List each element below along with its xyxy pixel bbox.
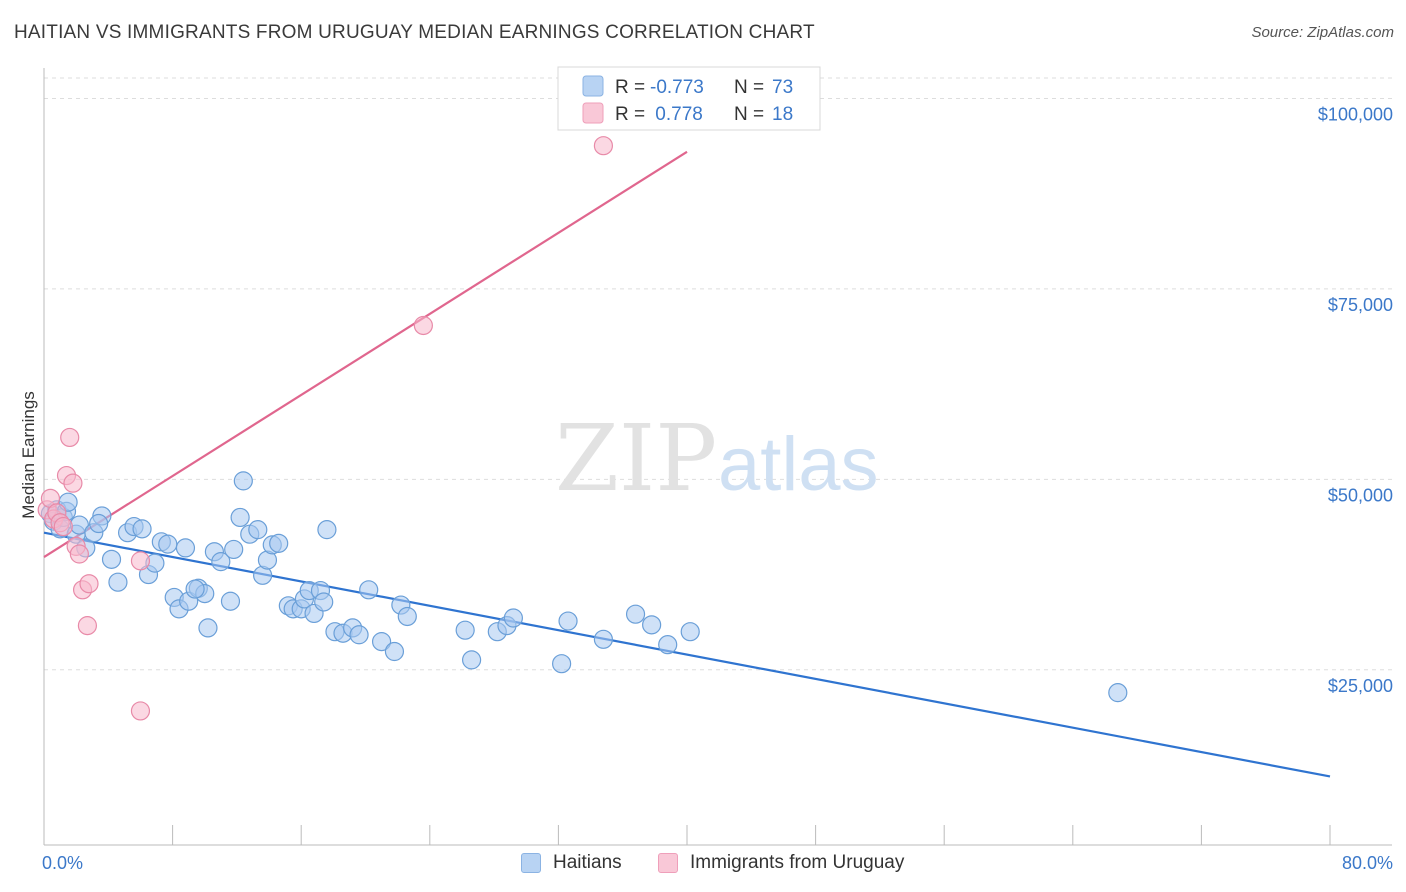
bottom-legend: Haitians Immigrants from Uruguay bbox=[0, 850, 1406, 880]
point-haitians bbox=[211, 552, 231, 572]
watermark-atlas: atlas bbox=[718, 422, 879, 507]
point-haitians bbox=[642, 615, 662, 635]
point-uruguay bbox=[77, 616, 98, 636]
point-uruguay bbox=[63, 473, 83, 493]
legend-r-label-haitians: R = bbox=[615, 77, 650, 98]
point-uruguay bbox=[53, 516, 73, 537]
trend-line-haitians bbox=[43, 531, 1331, 778]
y-tick-label: $75,000 bbox=[1328, 295, 1393, 315]
point-haitians bbox=[89, 513, 109, 534]
y-tick-label: $25,000 bbox=[1328, 676, 1393, 696]
x-tick-label-max: 80.0% bbox=[1342, 853, 1393, 873]
point-uruguay bbox=[60, 427, 80, 448]
point-haitians bbox=[455, 620, 475, 640]
point-uruguay bbox=[130, 551, 151, 571]
chart-source: Source: ZipAtlas.com bbox=[1251, 24, 1394, 41]
top-legend: R = -0.773 N = 73 R = 0.778 N = 18 bbox=[557, 66, 821, 131]
point-haitians bbox=[558, 611, 578, 631]
bottom-legend-swatch-uruguay bbox=[658, 853, 678, 873]
point-haitians bbox=[397, 606, 417, 627]
point-haitians bbox=[625, 604, 646, 624]
watermark-zip: ZIP bbox=[555, 405, 717, 512]
point-haitians bbox=[314, 592, 334, 612]
point-haitians bbox=[158, 534, 178, 554]
y-tick-label: $100,000 bbox=[1318, 104, 1393, 124]
zipatlas-watermark: ZIP atlas bbox=[555, 405, 879, 512]
point-layer bbox=[37, 136, 1128, 721]
x-tick-label-min: 0.0% bbox=[42, 853, 83, 873]
point-haitians bbox=[384, 641, 405, 662]
point-haitians bbox=[248, 520, 268, 540]
legend-n-label-haitians: N = bbox=[734, 77, 769, 98]
point-haitians bbox=[185, 579, 205, 599]
bottom-legend-swatch-haitians bbox=[521, 853, 541, 873]
point-uruguay bbox=[79, 574, 99, 594]
point-haitians bbox=[224, 539, 244, 560]
grid-layer bbox=[44, 77, 1392, 671]
point-haitians bbox=[132, 519, 152, 539]
point-uruguay bbox=[413, 315, 433, 336]
legend-n-value-haitians: 73 bbox=[772, 77, 793, 98]
legend-swatch-haitians bbox=[582, 75, 604, 97]
bottom-legend-item-haitians: Haitians bbox=[521, 852, 622, 874]
point-haitians bbox=[230, 507, 250, 528]
point-haitians bbox=[461, 650, 482, 670]
point-haitians bbox=[233, 471, 253, 491]
chart-title: HAITIAN VS IMMIGRANTS FROM URUGUAY MEDIA… bbox=[14, 22, 815, 43]
legend-r-value-uruguay: 0.778 bbox=[650, 104, 703, 125]
legend-r-label-uruguay: R = bbox=[615, 104, 650, 125]
point-haitians bbox=[359, 580, 379, 600]
point-haitians bbox=[349, 625, 369, 645]
bottom-legend-label-uruguay: Immigrants from Uruguay bbox=[690, 852, 905, 873]
legend-r-value-haitians: -0.773 bbox=[650, 77, 704, 98]
point-uruguay bbox=[69, 544, 89, 564]
y-axis-label: Median Earnings bbox=[19, 391, 38, 519]
point-haitians bbox=[593, 629, 614, 649]
point-haitians bbox=[108, 572, 128, 592]
trend-line-uruguay bbox=[43, 150, 688, 558]
point-uruguay bbox=[593, 136, 614, 156]
point-haitians bbox=[503, 608, 523, 628]
point-haitians bbox=[680, 622, 700, 642]
point-haitians bbox=[175, 538, 196, 558]
point-haitians bbox=[198, 618, 218, 638]
point-haitians bbox=[269, 533, 289, 553]
point-haitians bbox=[220, 591, 241, 611]
point-haitians bbox=[371, 632, 392, 652]
point-haitians bbox=[317, 520, 337, 540]
bottom-legend-label-haitians: Haitians bbox=[553, 852, 622, 873]
point-haitians bbox=[552, 654, 572, 674]
bottom-legend-item-uruguay: Immigrants from Uruguay bbox=[658, 852, 904, 874]
point-haitians bbox=[658, 635, 678, 655]
legend-swatch-uruguay bbox=[582, 102, 604, 124]
axis-layer: $25,000 $50,000 $75,000 $100,000 bbox=[43, 68, 1393, 846]
point-haitians bbox=[1108, 683, 1128, 703]
legend-n-label-uruguay: N = bbox=[734, 104, 769, 125]
point-haitians bbox=[101, 549, 122, 569]
point-uruguay bbox=[130, 701, 151, 721]
legend-n-value-uruguay: 18 bbox=[772, 104, 793, 125]
y-tick-label: $50,000 bbox=[1328, 485, 1393, 505]
